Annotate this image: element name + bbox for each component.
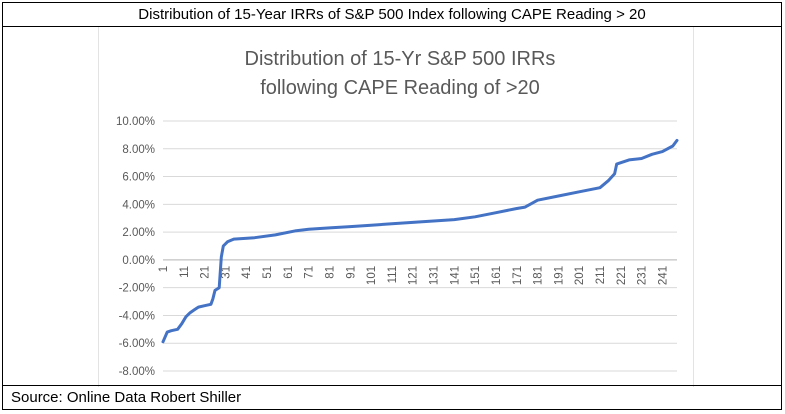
y-tick-label: 6.00% bbox=[122, 172, 155, 184]
x-tick-label: 51 bbox=[262, 266, 274, 279]
y-tick-label: -8.00% bbox=[119, 366, 155, 378]
x-tick-label: 201 bbox=[574, 266, 586, 285]
x-tick-label: 31 bbox=[220, 266, 232, 279]
x-tick-label: 231 bbox=[637, 266, 649, 285]
x-tick-label: 151 bbox=[470, 266, 482, 285]
x-tick-label: 171 bbox=[512, 266, 524, 285]
x-tick-label: 141 bbox=[449, 266, 461, 285]
source-note: Source: Online Data Robert Shiller bbox=[11, 389, 242, 406]
x-tick-label: 121 bbox=[408, 266, 420, 285]
figure-title: Distribution of 15-Year IRRs of S&P 500 … bbox=[138, 6, 646, 23]
x-tick-label: 81 bbox=[324, 266, 336, 279]
gridlines bbox=[163, 120, 677, 372]
y-tick-label: 4.00% bbox=[122, 199, 155, 211]
figure-header: Distribution of 15-Year IRRs of S&P 500 … bbox=[3, 3, 781, 27]
chart-title-line: following CAPE Reading of >20 bbox=[260, 77, 540, 99]
figure-frame: Distribution of 15-Year IRRs of S&P 500 … bbox=[2, 2, 782, 410]
figure-footer: Source: Online Data Robert Shiller bbox=[3, 385, 781, 409]
x-tick-label: 241 bbox=[657, 266, 669, 285]
series-line bbox=[161, 138, 679, 344]
x-tick-label: 21 bbox=[200, 266, 212, 279]
x-tick-label: 111 bbox=[387, 266, 399, 283]
y-tick-label: 8.00% bbox=[122, 144, 155, 156]
series-group bbox=[161, 138, 679, 344]
x-tick-label: 91 bbox=[345, 266, 357, 279]
y-tick-label: 0.00% bbox=[122, 255, 155, 267]
x-tick-label: 61 bbox=[283, 266, 295, 279]
chart-area: Distribution of 15-Yr S&P 500 IRRs follow… bbox=[98, 27, 694, 387]
y-tick-label: -4.00% bbox=[119, 310, 155, 322]
y-tick-label: -2.00% bbox=[119, 283, 155, 295]
y-tick-label: 10.00% bbox=[116, 116, 155, 128]
x-axis: 1 11 21 31 41 51 61 71 81 91 101 111 121 131 141 151 161… bbox=[158, 259, 677, 285]
x-tick-label: 221 bbox=[616, 266, 628, 285]
x-tick-label: 1 bbox=[158, 266, 170, 272]
x-tick-label: 191 bbox=[553, 266, 565, 285]
x-tick-label: 181 bbox=[533, 266, 545, 285]
y-tick-label: 2.00% bbox=[122, 227, 155, 239]
line-chart: Distribution of 15-Yr S&P 500 IRRs follow… bbox=[116, 48, 679, 378]
chart-title-line: Distribution of 15-Yr S&P 500 IRRs bbox=[245, 48, 556, 70]
x-tick-label: 11 bbox=[179, 266, 191, 278]
x-tick-label: 101 bbox=[366, 266, 378, 285]
x-tick-label: 131 bbox=[429, 266, 441, 285]
x-tick-label: 41 bbox=[241, 266, 253, 279]
x-tick-label: 161 bbox=[491, 266, 503, 285]
x-tick-label: 211 bbox=[595, 266, 607, 284]
y-axis-ticks: -8.00% -6.00% -4.00% -2.00% 0.00% 2.00% 4.00% 6… bbox=[116, 116, 155, 378]
chart-title: Distribution of 15-Yr S&P 500 IRRs follow… bbox=[245, 48, 556, 99]
x-tick-label: 71 bbox=[304, 266, 316, 279]
y-tick-label: -6.00% bbox=[119, 338, 155, 350]
